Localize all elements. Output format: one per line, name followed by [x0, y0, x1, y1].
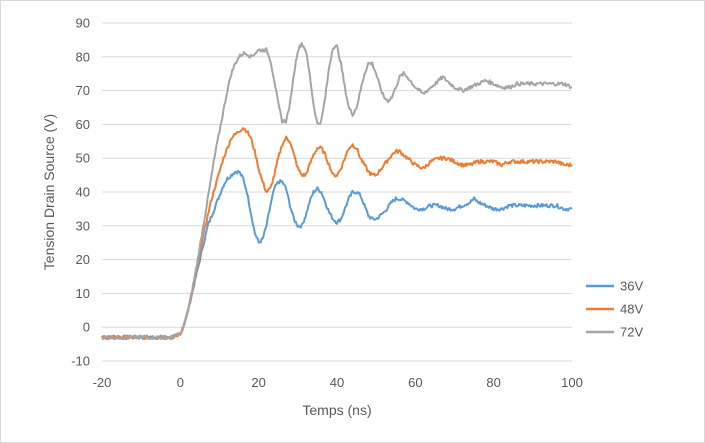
x-tick-label: 80 — [486, 375, 500, 390]
x-axis-ticks: -20 0 20 40 60 80 100 — [93, 375, 583, 390]
legend-label-36V: 36V — [620, 279, 643, 294]
series-lines — [101, 41, 573, 341]
series-line-48V — [101, 127, 573, 341]
legend-label-72V: 72V — [620, 325, 643, 340]
x-tick-label: 20 — [251, 375, 265, 390]
x-tick-label: -20 — [93, 375, 112, 390]
x-axis-title: Temps (ns) — [302, 402, 371, 418]
y-tick-label: 80 — [76, 49, 90, 64]
gridlines — [102, 22, 572, 362]
y-tick-label: 60 — [76, 117, 90, 132]
series-line-72V — [101, 41, 573, 341]
x-tick-label: 100 — [561, 375, 583, 390]
legend-label-48V: 48V — [620, 302, 643, 317]
y-tick-label: 10 — [76, 286, 90, 301]
y-tick-label: 30 — [76, 218, 90, 233]
y-tick-label: 90 — [76, 16, 90, 31]
y-tick-label: 70 — [76, 83, 90, 98]
y-axis-title: Tension Drain Source (V) — [41, 114, 57, 270]
y-axis-ticks: -10 0 10 20 30 40 50 60 70 80 90 — [71, 16, 90, 369]
y-tick-label: 20 — [76, 252, 90, 267]
x-tick-label: 60 — [408, 375, 422, 390]
y-tick-label: -10 — [71, 354, 90, 369]
y-tick-label: 40 — [76, 185, 90, 200]
x-tick-label: 0 — [177, 375, 184, 390]
x-tick-label: 40 — [330, 375, 344, 390]
y-tick-label: 0 — [83, 320, 90, 335]
legend: 36V 48V 72V — [586, 279, 643, 340]
y-tick-label: 50 — [76, 151, 90, 166]
